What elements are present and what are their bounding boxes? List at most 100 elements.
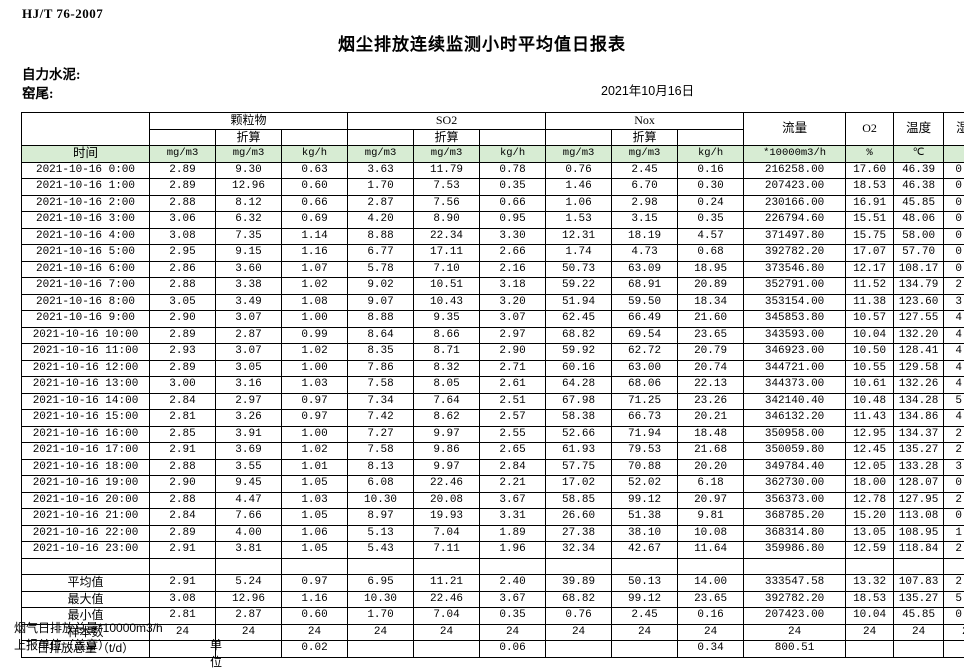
sub-converted-nox: 折算	[612, 129, 678, 146]
cell-nox-0: 61.93	[546, 443, 612, 460]
cell-nox-1: 71.94	[612, 426, 678, 443]
sub-blank-pm-2	[282, 129, 348, 146]
cell-humidity: 2.72	[944, 443, 964, 460]
cell-nox-2: 18.95	[678, 261, 744, 278]
unit-o2: %	[846, 146, 894, 163]
cell-so2-2: 2.61	[480, 377, 546, 394]
summary-o2: 18.53	[846, 591, 894, 608]
cell-o2: 16.91	[846, 195, 894, 212]
cell-so2-1: 11.79	[414, 162, 480, 179]
cell-temperature: 127.55	[894, 311, 944, 328]
cell-so2-0: 5.78	[348, 261, 414, 278]
cell-nox-0: 68.82	[546, 327, 612, 344]
summary-so2-1: 22.46	[414, 591, 480, 608]
cell-time: 2021-10-16 20:00	[22, 492, 150, 509]
cell-nox-1: 52.02	[612, 476, 678, 493]
cell-o2: 12.78	[846, 492, 894, 509]
cell-flow: 216258.00	[744, 162, 846, 179]
unit-label: 单位	[210, 637, 222, 671]
cell-o2: 10.57	[846, 311, 894, 328]
cell-nox-1: 2.45	[612, 162, 678, 179]
cell-so2-0: 8.88	[348, 228, 414, 245]
cell-time: 2021-10-16 15:00	[22, 410, 150, 427]
summary-nox-0: 24	[546, 624, 612, 641]
header-flow: 流量	[744, 113, 846, 146]
cell-flow: 343593.00	[744, 327, 846, 344]
cell-time: 2021-10-16 18:00	[22, 459, 150, 476]
cell-nox-0: 17.02	[546, 476, 612, 493]
cell-nox-1: 38.10	[612, 525, 678, 542]
cell-pm-0: 2.88	[150, 278, 216, 295]
cell-nox-1: 68.91	[612, 278, 678, 295]
cell-humidity: 2.11	[944, 542, 964, 559]
unit-nox-conv-mgm3: mg/m3	[612, 146, 678, 163]
cell-so2-2: 2.51	[480, 393, 546, 410]
cell-so2-1: 9.35	[414, 311, 480, 328]
cell-o2: 10.55	[846, 360, 894, 377]
cell-nox-1: 6.70	[612, 179, 678, 196]
cell-nox-2: 20.74	[678, 360, 744, 377]
cell-nox-2: 0.68	[678, 245, 744, 262]
cell-flow: 226794.60	[744, 212, 846, 229]
cell-so2-2: 3.67	[480, 492, 546, 509]
cell-nox-0: 51.94	[546, 294, 612, 311]
cell-so2-0: 8.64	[348, 327, 414, 344]
cell-humidity: 4.75	[944, 311, 964, 328]
summary-so2-0: 24	[348, 624, 414, 641]
cell-o2: 17.60	[846, 162, 894, 179]
cell-pm-1: 4.00	[216, 525, 282, 542]
cell-nox-1: 69.54	[612, 327, 678, 344]
cell-flow: 353154.00	[744, 294, 846, 311]
summary-pm-0: 2.91	[150, 575, 216, 592]
spacer-cell-6	[480, 558, 546, 575]
cell-so2-0: 9.07	[348, 294, 414, 311]
cell-nox-1: 79.53	[612, 443, 678, 460]
summary-pm-2: 1.16	[282, 591, 348, 608]
unit-nox-kgh: kg/h	[678, 146, 744, 163]
cell-nox-0: 67.98	[546, 393, 612, 410]
cell-time: 2021-10-16 3:00	[22, 212, 150, 229]
cell-so2-1: 10.43	[414, 294, 480, 311]
group-header-row: 颗粒物 SO2 Nox 流量 O2 温度 湿度 负荷	[22, 113, 964, 130]
cell-humidity: 0.00	[944, 162, 964, 179]
cell-time: 2021-10-16 14:00	[22, 393, 150, 410]
cell-time: 2021-10-16 22:00	[22, 525, 150, 542]
cell-temperature: 132.26	[894, 377, 944, 394]
cell-so2-0: 8.35	[348, 344, 414, 361]
page-title: 烟尘排放连续监测小时平均值日报表	[0, 30, 964, 55]
cell-pm-0: 2.91	[150, 542, 216, 559]
cell-time: 2021-10-16 8:00	[22, 294, 150, 311]
summary-so2-0: 1.70	[348, 608, 414, 625]
spacer-cell-9	[678, 558, 744, 575]
unit-so2-kgh: kg/h	[480, 146, 546, 163]
cell-so2-2: 3.30	[480, 228, 546, 245]
cell-time: 2021-10-16 23:00	[22, 542, 150, 559]
cell-time: 2021-10-16 2:00	[22, 195, 150, 212]
summary-nox-1	[612, 641, 678, 658]
summary-so2-1	[414, 641, 480, 658]
cell-nox-1: 63.00	[612, 360, 678, 377]
summary-nox-0: 39.89	[546, 575, 612, 592]
cell-pm-1: 4.47	[216, 492, 282, 509]
cell-pm-0: 2.88	[150, 492, 216, 509]
summary-flow: 207423.00	[744, 608, 846, 625]
cell-temperature: 134.86	[894, 410, 944, 427]
cell-humidity: 4.87	[944, 327, 964, 344]
cell-pm-1: 2.97	[216, 393, 282, 410]
cell-nox-1: 63.09	[612, 261, 678, 278]
cell-pm-1: 3.91	[216, 426, 282, 443]
cell-pm-0: 2.93	[150, 344, 216, 361]
cell-flow: 362730.00	[744, 476, 846, 493]
summary-pm-1: 12.96	[216, 591, 282, 608]
header-blank-corner	[22, 113, 150, 146]
cell-humidity: 0.50	[944, 261, 964, 278]
cell-time: 2021-10-16 16:00	[22, 426, 150, 443]
summary-flow: 800.51	[744, 641, 846, 658]
